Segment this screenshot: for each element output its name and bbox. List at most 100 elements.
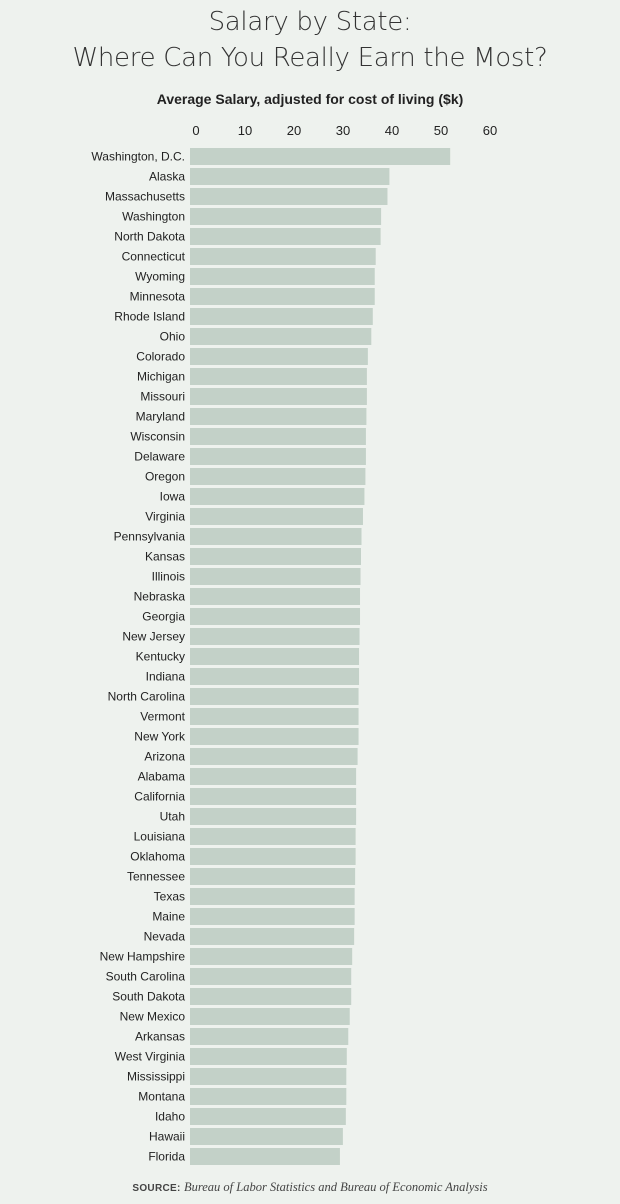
- category-labels: Washington, D.C. Alaska Massachusetts Washi…: [91, 150, 186, 1164]
- category-label: Maryland: [136, 410, 185, 424]
- category-label: South Carolina: [106, 970, 186, 984]
- bar: [190, 1028, 349, 1045]
- category-label: Montana: [138, 1090, 185, 1104]
- category-label: Nevada: [144, 930, 186, 944]
- source-note: SOURCE: Bureau of Labor Statistics and B…: [0, 1180, 620, 1195]
- category-label: New York: [134, 730, 186, 744]
- bar: [190, 348, 368, 365]
- category-label: Massachusetts: [105, 190, 185, 204]
- bar: [190, 688, 359, 705]
- category-label: Oregon: [145, 470, 185, 484]
- x-tick-label: 50: [434, 123, 448, 138]
- category-label: Mississippi: [127, 1070, 185, 1084]
- bar: [190, 388, 367, 405]
- bar: [190, 1008, 350, 1025]
- category-label: Idaho: [155, 1110, 185, 1124]
- category-label: Nebraska: [134, 590, 186, 604]
- bar: [190, 848, 356, 865]
- bar: [190, 968, 352, 985]
- category-label: West Virginia: [115, 1050, 186, 1064]
- bar: [190, 608, 361, 625]
- category-label: California: [134, 790, 185, 804]
- bar: [190, 488, 365, 505]
- bar: [190, 708, 359, 725]
- bar: [190, 828, 356, 845]
- category-label: Indiana: [146, 670, 186, 684]
- category-label: Tennessee: [127, 870, 185, 884]
- category-label: Wyoming: [135, 270, 185, 284]
- chart-title: Salary by State: Where Can You Really Ea…: [0, 4, 620, 76]
- category-label: Michigan: [137, 370, 185, 384]
- bar: [190, 468, 366, 485]
- category-label: Iowa: [160, 490, 186, 504]
- category-label: Maine: [152, 910, 185, 924]
- bars: [190, 148, 451, 1165]
- x-tick-label: 10: [238, 123, 252, 138]
- category-label: Washington: [122, 210, 185, 224]
- bar: [190, 588, 361, 605]
- category-label: Vermont: [140, 710, 185, 724]
- bar: [190, 188, 388, 205]
- bar: [190, 148, 451, 165]
- bar: [190, 448, 366, 465]
- bar: [190, 1088, 347, 1105]
- category-label: New Hampshire: [100, 950, 186, 964]
- category-label: Virginia: [145, 510, 185, 524]
- bar: [190, 1148, 340, 1165]
- bar: [190, 928, 355, 945]
- bar: [190, 208, 382, 225]
- x-tick-label: 0: [192, 123, 199, 138]
- bar: [190, 568, 361, 585]
- category-label: Florida: [148, 1150, 185, 1164]
- bar: [190, 728, 359, 745]
- category-label: Delaware: [134, 450, 185, 464]
- bar: [190, 668, 360, 685]
- category-label: Kansas: [145, 550, 185, 564]
- category-label: Alabama: [138, 770, 186, 784]
- category-label: Rhode Island: [114, 310, 185, 324]
- bar: [190, 308, 373, 325]
- category-label: Connecticut: [122, 250, 186, 264]
- category-label: Texas: [154, 890, 185, 904]
- bar: [190, 368, 367, 385]
- category-label: North Dakota: [114, 230, 185, 244]
- category-label: Hawaii: [149, 1130, 185, 1144]
- x-tick-label: 30: [336, 123, 350, 138]
- bar: [190, 648, 360, 665]
- source-label: SOURCE:: [132, 1183, 181, 1194]
- category-label: Utah: [160, 810, 185, 824]
- category-label: North Carolina: [108, 690, 186, 704]
- chart-title-line-2: Where Can You Really Earn the Most?: [72, 43, 548, 73]
- bar: [190, 228, 381, 245]
- bar: [190, 808, 357, 825]
- category-label: New Mexico: [120, 1010, 186, 1024]
- x-tick-label: 20: [287, 123, 301, 138]
- bar: [190, 988, 352, 1005]
- x-tick-label: 60: [483, 123, 497, 138]
- bar: [190, 528, 362, 545]
- bar: [190, 948, 353, 965]
- category-label: New Jersey: [122, 630, 185, 644]
- category-label: Washington, D.C.: [91, 150, 185, 164]
- bar: [190, 908, 355, 925]
- category-label: Pennsylvania: [114, 530, 186, 544]
- bar: [190, 1068, 347, 1085]
- chart-subtitle: Average Salary, adjusted for cost of liv…: [156, 91, 464, 107]
- category-label: Wisconsin: [130, 430, 185, 444]
- bar: [190, 1048, 347, 1065]
- category-label: Louisiana: [134, 830, 186, 844]
- bar: [190, 748, 358, 765]
- bar: [190, 868, 356, 885]
- bar: [190, 628, 360, 645]
- category-label: Ohio: [160, 330, 186, 344]
- category-label: Minnesota: [130, 290, 186, 304]
- source-text: Bureau of Labor Statistics and Bureau of…: [183, 1180, 488, 1194]
- category-label: Missouri: [140, 390, 185, 404]
- bar: [190, 168, 390, 185]
- bar: [190, 768, 357, 785]
- bar: [190, 288, 375, 305]
- bar: [190, 788, 357, 805]
- category-label: Kentucky: [136, 650, 185, 664]
- bar: [190, 248, 376, 265]
